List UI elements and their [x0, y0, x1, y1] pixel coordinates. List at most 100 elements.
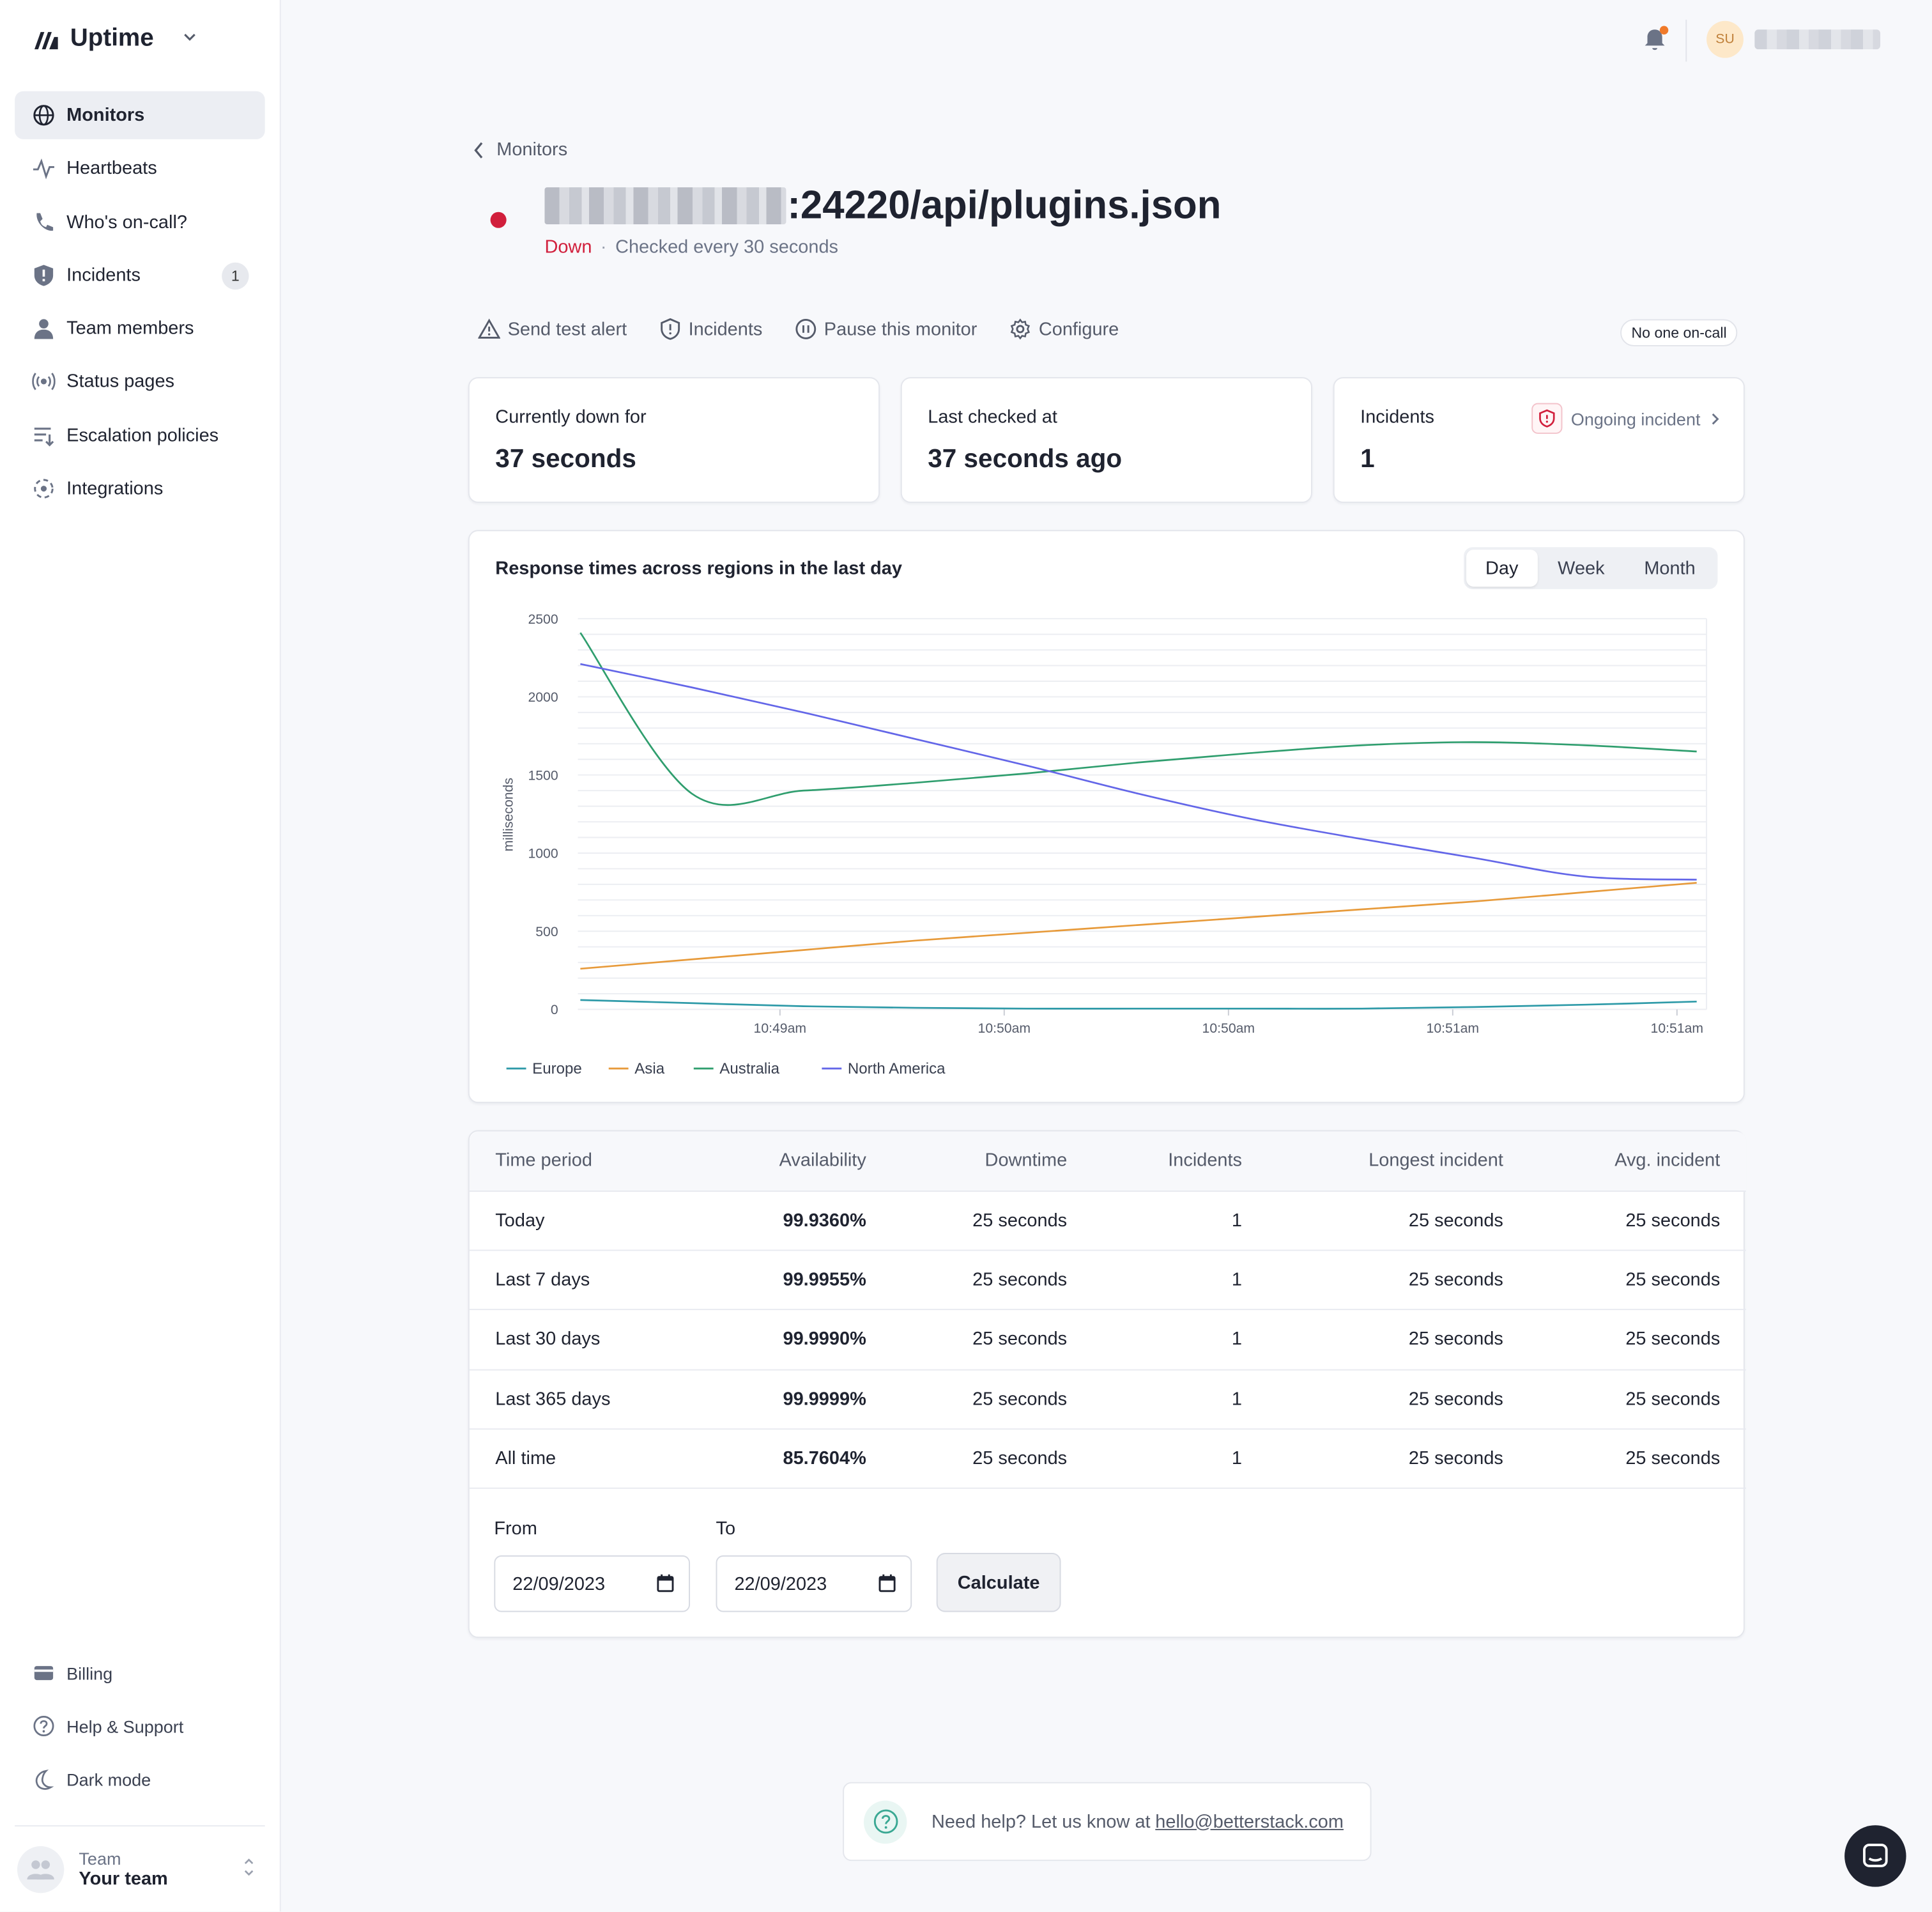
stat-value: 1 [1360, 445, 1375, 474]
team-switcher[interactable]: Team Your team [15, 1825, 265, 1911]
stat-value: 37 seconds ago [928, 445, 1123, 474]
sidebar-item-label: Billing [66, 1663, 113, 1683]
team-name: Your team [79, 1868, 168, 1890]
table-cell: 99.9990% [783, 1329, 866, 1350]
monitor-actions: Send test alert Incidents Pause this mon… [478, 318, 1119, 341]
brand-switcher[interactable]: Uptime [33, 25, 198, 53]
table-cell: 99.9360% [783, 1210, 866, 1231]
table-cell: 1 [1231, 1329, 1243, 1350]
y-axis-label: milliseconds [501, 778, 516, 851]
sidebar-item-team-members[interactable]: Team members [15, 305, 265, 353]
question-circle-icon [863, 1800, 907, 1844]
status-text: Down [544, 236, 592, 258]
chevron-down-icon [181, 28, 198, 49]
configure-button[interactable]: Configure [1009, 318, 1119, 341]
sidebar-item-billing[interactable]: Billing [15, 1649, 265, 1697]
table-cell: 25 seconds [1625, 1210, 1721, 1231]
chevron-right-icon [1712, 413, 1719, 424]
status-down-indicator [490, 212, 507, 228]
y-tick-label: 1500 [528, 768, 558, 783]
broadcast-icon [31, 370, 56, 395]
send-test-alert-button[interactable]: Send test alert [478, 318, 627, 341]
sidebar-item-incidents[interactable]: Incidents 1 [15, 251, 265, 299]
support-email-link[interactable]: hello@betterstack.com [1155, 1811, 1344, 1832]
table-cell: Last 30 days [495, 1329, 601, 1350]
table-cell: Last 7 days [495, 1269, 590, 1291]
from-date-value: 22/09/2023 [512, 1573, 606, 1594]
monitor-title: :24220/api/plugins.json [544, 182, 1221, 227]
check-interval: Checked every 30 seconds [615, 236, 839, 258]
range-month-button[interactable]: Month [1644, 557, 1696, 579]
sidebar-item-monitors[interactable]: Monitors [15, 91, 265, 139]
table-header-row: Time period Availability Downtime Incide… [469, 1131, 1746, 1191]
shield-alert-icon [1531, 403, 1563, 434]
table-cell: Last 365 days [495, 1389, 611, 1410]
separator-dot: · [600, 236, 607, 258]
sidebar-item-label: Escalation policies [66, 424, 219, 446]
redacted-user-name[interactable] [1754, 29, 1881, 50]
x-tick-label: 10:50am [1202, 1021, 1255, 1036]
currently-down-card: Currently down for 37 seconds [468, 377, 880, 503]
redacted-host [544, 187, 786, 224]
shield-icon [660, 318, 680, 340]
table-row: Last 7 days 99.9955% 25 seconds 1 25 sec… [469, 1249, 1746, 1309]
sidebar-item-help[interactable]: Help & Support [15, 1702, 265, 1750]
series-line-north-america [580, 663, 1697, 881]
sidebar: Uptime Monitors Heartbeats Who's on-call… [0, 0, 281, 1912]
from-label: From [494, 1518, 537, 1539]
pulse-icon [31, 157, 56, 181]
column-header: Avg. incident [1614, 1150, 1721, 1171]
y-tick-label: 500 [535, 925, 558, 939]
chevron-left-icon [474, 141, 483, 158]
phone-icon [31, 210, 56, 235]
table-cell: 85.7604% [783, 1448, 866, 1469]
calculate-button[interactable]: Calculate [936, 1553, 1061, 1612]
last-checked-card: Last checked at 37 seconds ago [900, 377, 1312, 503]
table-row: Last 365 days 99.9999% 25 seconds 1 25 s… [469, 1369, 1746, 1429]
sidebar-item-escalation-policies[interactable]: Escalation policies [15, 412, 265, 459]
from-date-input[interactable]: 22/09/2023 [494, 1555, 691, 1612]
table-cell: 25 seconds [1625, 1389, 1721, 1410]
table-cell: 25 seconds [1625, 1269, 1721, 1291]
column-header: Time period [495, 1150, 592, 1171]
stat-value: 37 seconds [495, 445, 636, 474]
incidents-action-label: Incidents [688, 318, 763, 340]
warning-triangle-icon [478, 318, 501, 339]
oncall-badge[interactable]: No one on-call [1620, 319, 1738, 346]
calendar-icon [657, 1574, 674, 1592]
back-to-monitors-link[interactable]: Monitors [472, 139, 567, 160]
sidebar-item-label: Who's on-call? [66, 211, 187, 233]
user-avatar[interactable]: SU [1706, 20, 1744, 58]
sidebar-item-on-call[interactable]: Who's on-call? [15, 198, 265, 246]
ongoing-incident-link[interactable]: Ongoing incident [1531, 403, 1721, 434]
table-cell: 25 seconds [1408, 1329, 1503, 1350]
help-text: Need help? Let us know at [931, 1811, 1151, 1832]
x-tick-label: 10:51am [1651, 1021, 1704, 1036]
table-cell: 25 seconds [1625, 1329, 1721, 1350]
team-avatar-icon [17, 1846, 65, 1893]
question-circle-icon [31, 1714, 56, 1739]
notifications-button[interactable] [1641, 26, 1669, 53]
chat-launcher-button[interactable] [1844, 1825, 1906, 1887]
range-week-button[interactable]: Week [1558, 557, 1605, 579]
table-cell: 99.9999% [783, 1389, 866, 1410]
range-day-button[interactable]: Day [1466, 550, 1538, 587]
stat-label: Currently down for [495, 406, 647, 428]
series-line-europe [580, 999, 1697, 1010]
sidebar-item-status-pages[interactable]: Status pages [15, 358, 265, 406]
sidebar-item-integrations[interactable]: Integrations [15, 465, 265, 513]
table-cell: 25 seconds [1408, 1210, 1503, 1231]
sidebar-item-label: Heartbeats [66, 158, 157, 180]
incidents-button[interactable]: Incidents [659, 318, 762, 341]
sidebar-item-heartbeats[interactable]: Heartbeats [15, 144, 265, 192]
send-test-alert-label: Send test alert [507, 318, 627, 340]
sidebar-item-label: Incidents [66, 265, 141, 286]
shield-icon [31, 263, 56, 288]
sidebar-item-label: Team members [66, 318, 194, 339]
sidebar-item-dark-mode[interactable]: Dark mode [15, 1755, 265, 1803]
x-tick-label: 10:49am [754, 1021, 807, 1036]
column-header: Availability [779, 1150, 866, 1171]
escalation-icon [31, 423, 56, 448]
pause-monitor-button[interactable]: Pause this monitor [795, 318, 977, 341]
to-date-input[interactable]: 22/09/2023 [716, 1555, 912, 1612]
